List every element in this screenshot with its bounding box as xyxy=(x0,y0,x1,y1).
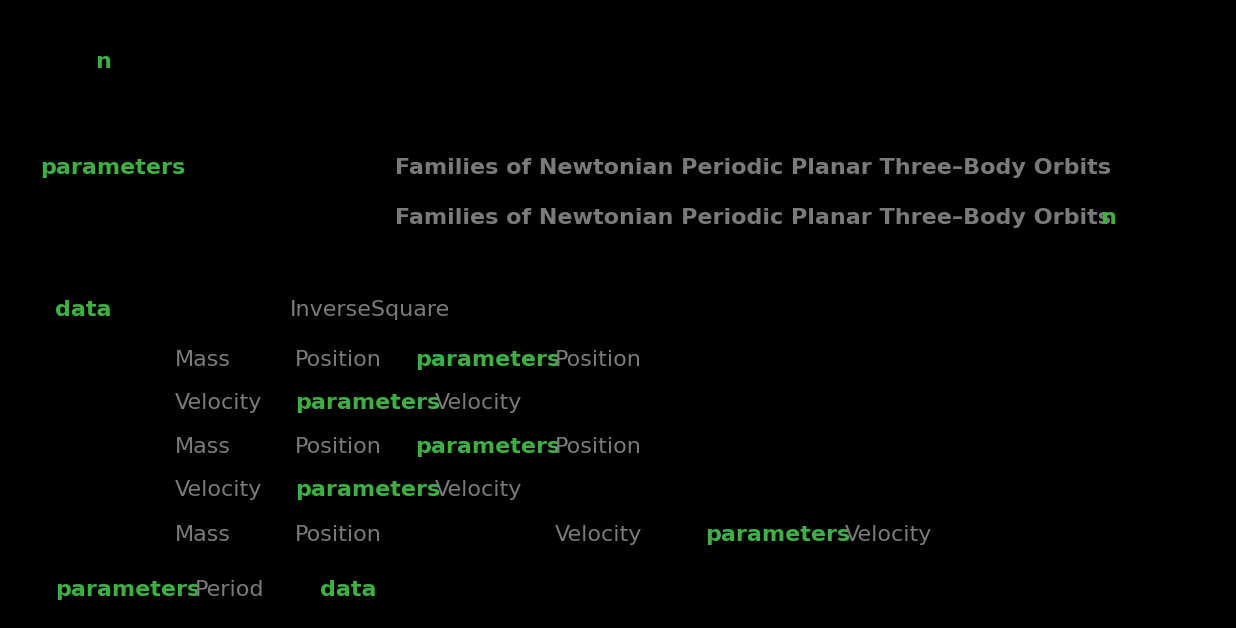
Text: Families of Newtonian Periodic Planar Three–Body Orbits: Families of Newtonian Periodic Planar Th… xyxy=(396,208,1111,228)
Text: Velocity: Velocity xyxy=(435,393,523,413)
Text: Mass: Mass xyxy=(176,437,231,457)
Text: Position: Position xyxy=(295,525,382,545)
Text: Position: Position xyxy=(555,437,641,457)
Text: Velocity: Velocity xyxy=(435,480,523,500)
Text: Mass: Mass xyxy=(176,350,231,370)
Text: parameters: parameters xyxy=(415,350,560,370)
Text: Mass: Mass xyxy=(176,525,231,545)
Text: parameters: parameters xyxy=(295,393,440,413)
Text: Period: Period xyxy=(195,580,265,600)
Text: Velocity: Velocity xyxy=(176,480,262,500)
Text: parameters: parameters xyxy=(415,437,560,457)
Text: Families of Newtonian Periodic Planar Three–Body Orbits: Families of Newtonian Periodic Planar Th… xyxy=(396,158,1111,178)
Text: Position: Position xyxy=(555,350,641,370)
Text: Position: Position xyxy=(295,350,382,370)
Text: data: data xyxy=(54,300,111,320)
Text: Position: Position xyxy=(295,437,382,457)
Text: parameters: parameters xyxy=(295,480,440,500)
Text: InverseSquare: InverseSquare xyxy=(290,300,450,320)
Text: n: n xyxy=(1100,208,1116,228)
Text: parameters: parameters xyxy=(705,525,850,545)
Text: parameters: parameters xyxy=(54,580,200,600)
Text: Velocity: Velocity xyxy=(845,525,932,545)
Text: n: n xyxy=(95,52,111,72)
Text: Velocity: Velocity xyxy=(176,393,262,413)
Text: Velocity: Velocity xyxy=(555,525,643,545)
Text: data: data xyxy=(320,580,377,600)
Text: parameters: parameters xyxy=(40,158,185,178)
